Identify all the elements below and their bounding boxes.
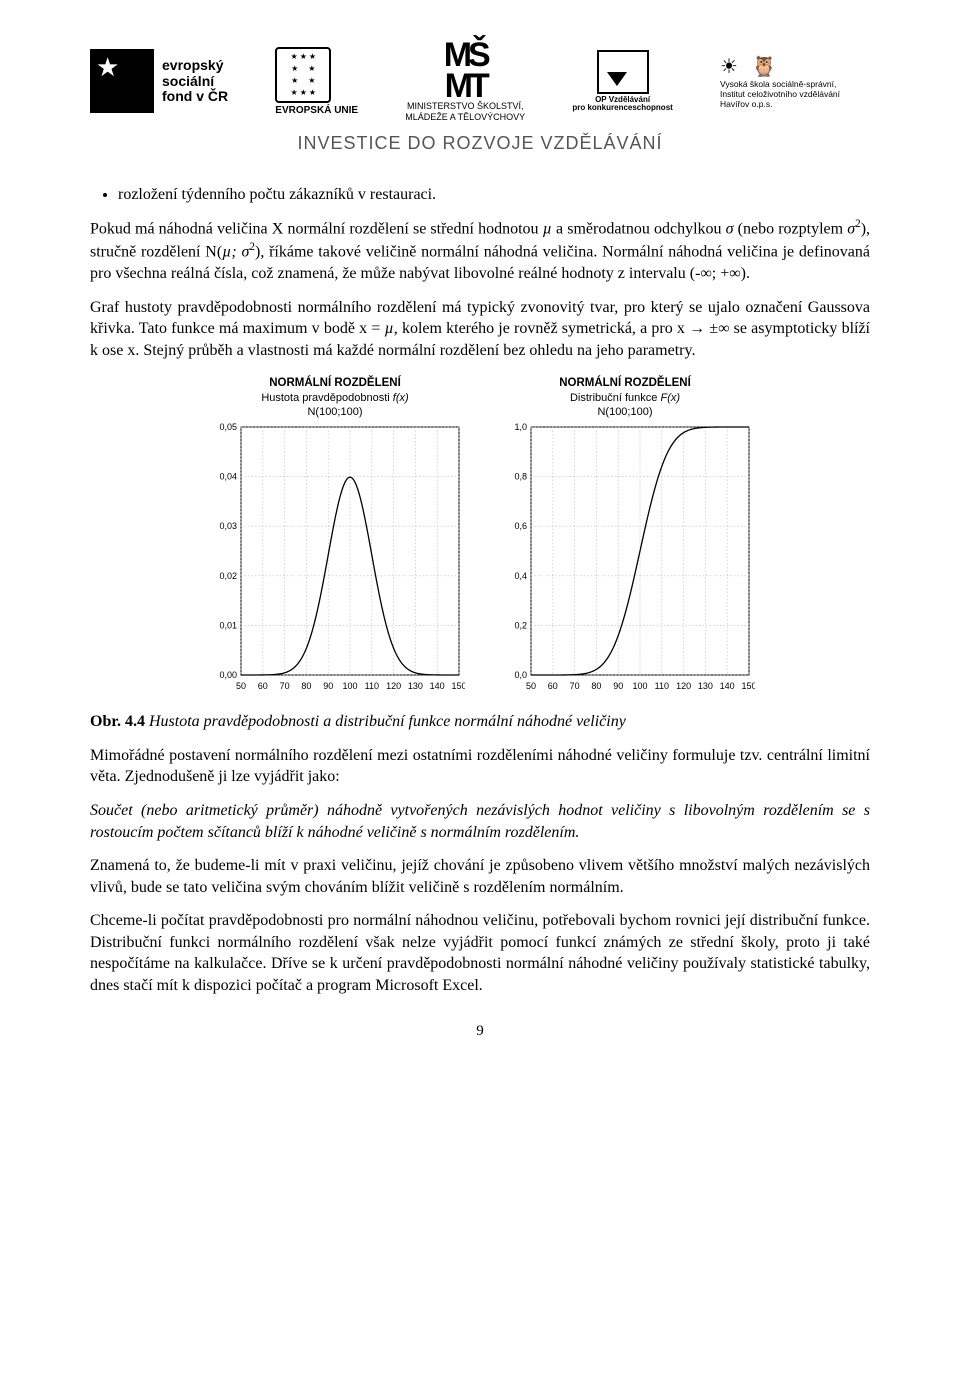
paragraph-1: Pokud má náhodná veličina X normální roz… <box>90 217 870 284</box>
cdf-sub-fx: F(x) <box>660 392 680 404</box>
p1-c: (nebo rozptylem <box>734 221 848 238</box>
svg-text:150: 150 <box>451 681 465 691</box>
p1-a: Pokud má náhodná veličina X normální roz… <box>90 221 543 238</box>
msmt-logo: MŠMT MINISTERSTVO ŠKOLSTVÍ, MLÁDEŽE A TĚ… <box>405 40 525 123</box>
caption-label: Obr. 4.4 <box>90 713 145 730</box>
svg-text:50: 50 <box>236 681 246 691</box>
chart-cdf-title: NORMÁLNÍ ROZDĚLENÍ Distribuční funkce F(… <box>495 376 755 420</box>
svg-text:150: 150 <box>741 681 755 691</box>
esf-line3: fond v ČR <box>162 88 228 104</box>
svg-text:0,04: 0,04 <box>219 472 237 482</box>
svg-text:1,0: 1,0 <box>514 423 527 432</box>
p1-b: a směrodatnou odchylkou <box>552 221 726 238</box>
vsss-line1: Vysoká škola sociálně-správní, <box>720 79 870 89</box>
vsss-line2: Institut celoživotního vzdělávání Havířo… <box>720 89 870 109</box>
cdf-sub-a: Distribuční funkce <box>570 392 660 404</box>
esf-mark-icon <box>90 49 154 113</box>
msmt-line2: MLÁDEŽE A TĚLOVÝCHOVY <box>405 112 525 123</box>
p2-mu: µ <box>385 320 394 337</box>
svg-text:0,2: 0,2 <box>514 621 527 631</box>
svg-text:0,05: 0,05 <box>219 423 237 432</box>
chart-cdf-svg: 50 60 70 80 90 100 110 120 130 140 150 0,0 0,2 0,4 0,6… <box>495 423 755 693</box>
figure-caption: Obr. 4.4 Hustota pravděpodobnosti a dist… <box>90 711 870 733</box>
msmt-line1: MINISTERSTVO ŠKOLSTVÍ, <box>405 101 525 112</box>
svg-text:110: 110 <box>365 681 379 691</box>
msmt-mark-icon: MŠMT <box>405 40 525 101</box>
page-number: 9 <box>90 1023 870 1040</box>
svg-text:0,02: 0,02 <box>219 571 237 581</box>
op-mark-icon <box>597 50 649 94</box>
vsss-logo: ☀ 🦉 Vysoká škola sociálně-správní, Insti… <box>720 54 870 109</box>
svg-text:50: 50 <box>526 681 536 691</box>
svg-text:80: 80 <box>591 681 601 691</box>
eu-logo: EVROPSKÁ UNIE <box>275 47 358 116</box>
svg-text:90: 90 <box>323 681 333 691</box>
chart-pdf: NORMÁLNÍ ROZDĚLENÍ Hustota pravděpodobno… <box>205 376 465 694</box>
chart-pdf-svg: 50 60 70 80 90 100 110 120 130 140 150 0,00 0,01 0,02… <box>205 423 465 693</box>
caption-text: Hustota pravděpodobnosti a distribuční f… <box>145 713 626 730</box>
op-logo: OP Vzdělávání pro konkurenceschopnost <box>572 50 672 114</box>
svg-text:0,00: 0,00 <box>219 670 237 680</box>
esf-line1: evropský <box>162 57 223 73</box>
svg-text:90: 90 <box>613 681 623 691</box>
paragraph-2: Graf hustoty pravděpodobnosti normálního… <box>90 297 870 362</box>
svg-text:60: 60 <box>548 681 558 691</box>
svg-text:110: 110 <box>655 681 669 691</box>
svg-text:80: 80 <box>301 681 311 691</box>
svg-text:0,01: 0,01 <box>219 621 237 631</box>
paragraph-3: Mimořádné postavení normálního rozdělení… <box>90 745 870 788</box>
cdf-title: NORMÁLNÍ ROZDĚLENÍ <box>559 377 691 389</box>
esf-line2: sociální <box>162 73 214 89</box>
investice-tagline: INVESTICE DO ROZVOJE VZDĚLÁVÁNÍ <box>90 133 870 154</box>
pdf-title: NORMÁLNÍ ROZDĚLENÍ <box>269 377 401 389</box>
svg-text:120: 120 <box>676 681 691 691</box>
bullet-item: rozložení týdenního počtu zákazníků v re… <box>118 184 870 206</box>
svg-text:0,03: 0,03 <box>219 521 237 531</box>
pdf-sub-fx: f(x) <box>393 392 409 404</box>
eu-flag-icon <box>275 47 331 103</box>
p1-musemi: µ; σ <box>222 244 249 261</box>
svg-text:70: 70 <box>280 681 290 691</box>
svg-text:130: 130 <box>698 681 713 691</box>
esf-text: evropský sociální fond v ČR <box>162 58 228 104</box>
paragraph-5: Znamená to, že budeme-li mít v praxi vel… <box>90 855 870 898</box>
paragraph-4: Součet (nebo aritmetický průměr) náhodně… <box>90 800 870 843</box>
p1-sigma2: σ <box>847 221 855 238</box>
cdf-sub-n: N(100;100) <box>597 406 652 418</box>
p1-sigma: σ <box>726 221 734 238</box>
paragraph-6: Chceme-li počítat pravděpodobnosti pro n… <box>90 910 870 996</box>
svg-text:130: 130 <box>408 681 423 691</box>
esf-logo: evropský sociální fond v ČR <box>90 49 228 113</box>
op-line2: pro konkurenceschopnost <box>572 104 672 113</box>
svg-text:0,0: 0,0 <box>514 670 527 680</box>
svg-text:140: 140 <box>430 681 445 691</box>
p1-mu: µ <box>543 221 552 238</box>
svg-text:100: 100 <box>342 681 357 691</box>
chart-cdf: NORMÁLNÍ ROZDĚLENÍ Distribuční funkce F(… <box>495 376 755 694</box>
svg-text:120: 120 <box>386 681 401 691</box>
charts-row: NORMÁLNÍ ROZDĚLENÍ Hustota pravděpodobno… <box>90 376 870 694</box>
svg-text:60: 60 <box>258 681 268 691</box>
eu-label: EVROPSKÁ UNIE <box>275 105 358 116</box>
svg-text:0,6: 0,6 <box>514 521 527 531</box>
pdf-sub-n: N(100;100) <box>307 406 362 418</box>
vsss-icons: ☀ 🦉 <box>720 54 870 79</box>
svg-text:100: 100 <box>632 681 647 691</box>
svg-text:140: 140 <box>720 681 735 691</box>
chart-pdf-title: NORMÁLNÍ ROZDĚLENÍ Hustota pravděpodobno… <box>205 376 465 420</box>
svg-text:0,4: 0,4 <box>514 571 527 581</box>
pdf-sub-a: Hustota pravděpodobnosti <box>261 392 392 404</box>
header-logos: evropský sociální fond v ČR EVROPSKÁ UNI… <box>90 40 870 123</box>
svg-text:0,8: 0,8 <box>514 472 527 482</box>
svg-text:70: 70 <box>570 681 580 691</box>
